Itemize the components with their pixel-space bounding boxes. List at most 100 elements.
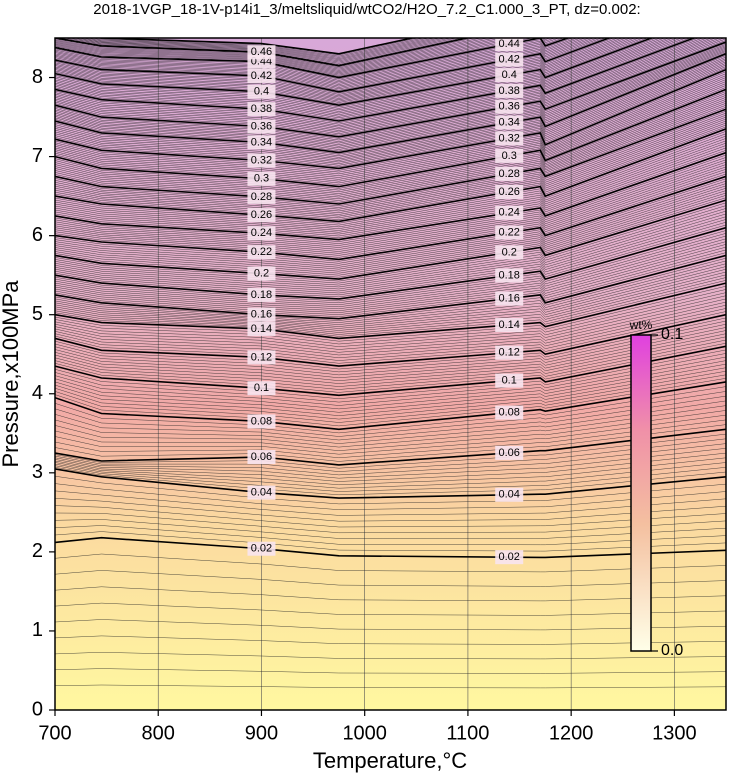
contour-label: 0.4 (502, 69, 517, 81)
minor-contour (55, 93, 726, 191)
major-contours (55, 38, 726, 559)
contour-label-box (247, 153, 276, 168)
x-tick-label: 700 (38, 722, 71, 744)
minor-contour (55, 498, 726, 522)
x-tick-label: 900 (245, 722, 278, 744)
contour-line (55, 345, 726, 397)
minor-contour (55, 356, 726, 406)
minor-contour (55, 586, 726, 602)
contour-label: 0.14 (251, 323, 272, 335)
minor-contour (55, 99, 726, 196)
contour-line (55, 108, 726, 205)
minor-contour (55, 274, 726, 333)
minor-contour (55, 295, 726, 350)
y-tick-label: 5 (32, 303, 43, 325)
contour-label-box (495, 373, 524, 388)
minor-contour (55, 45, 726, 142)
colorbar-label: wt% (629, 318, 653, 332)
contour-line (55, 151, 726, 241)
minor-contour (55, 410, 726, 451)
minor-contour (55, 192, 726, 274)
minor-contour (55, 61, 726, 161)
contour-label-box (495, 225, 524, 240)
minor-contour (55, 164, 726, 250)
minor-contour (55, 38, 475, 68)
contour-label: 0.08 (499, 407, 520, 419)
contour-label: 0.1 (254, 382, 269, 394)
minor-contour (55, 133, 726, 226)
x-tick-label: 1300 (652, 722, 697, 744)
contour-label: 0.38 (251, 103, 272, 115)
y-axis-label: Pressure,x100MPa (0, 280, 23, 468)
minor-contour (55, 38, 627, 98)
contour-line (96, 38, 416, 55)
minor-contour (55, 269, 726, 329)
minor-contour (55, 553, 726, 573)
y-tick-label: 1 (32, 619, 43, 641)
contour-line (55, 38, 697, 122)
contour-label: 0.36 (251, 120, 272, 132)
minor-contour (55, 414, 726, 455)
minor-contour (55, 38, 606, 91)
contour-label: 0.38 (499, 85, 520, 97)
minor-contour (55, 38, 586, 84)
minor-contour (55, 150, 726, 239)
minor-contour (55, 95, 726, 193)
minor-contour (55, 85, 726, 184)
contour-label: 0.08 (251, 415, 272, 427)
minor-contour (55, 107, 726, 203)
contour-label-box (495, 131, 524, 146)
contour-label-box (247, 541, 276, 556)
minor-contour (55, 668, 726, 674)
contour-label-box (495, 445, 524, 460)
minor-contour (55, 38, 678, 115)
minor-contour (55, 222, 726, 296)
minor-contour (55, 465, 726, 492)
contour-label-box (247, 135, 276, 150)
minor-contour (55, 50, 726, 149)
minor-contour (55, 483, 726, 510)
minor-contour (55, 75, 726, 175)
minor-contour (55, 157, 726, 244)
contour-label: 0.18 (499, 269, 520, 281)
minor-contour (55, 378, 726, 427)
minor-contour (55, 289, 726, 345)
minor-contour (55, 519, 726, 539)
minor-contour (55, 371, 726, 420)
minor-contour (55, 73, 726, 173)
y-tick-label: 0 (32, 698, 43, 720)
minor-contour (55, 38, 496, 71)
contour-label: 0.12 (499, 347, 520, 359)
minor-contour (55, 424, 726, 462)
minor-contour (55, 52, 726, 152)
minor-contour (55, 280, 726, 337)
x-tick-label: 800 (142, 722, 175, 744)
minor-contour (55, 298, 726, 353)
minor-contour (55, 238, 726, 308)
minor-contour (55, 277, 726, 335)
minor-contour (55, 327, 726, 379)
minor-contour (55, 79, 726, 178)
minor-contour (55, 38, 573, 80)
minor-contour (55, 38, 721, 131)
contour-label-box (495, 166, 524, 181)
minor-contour (55, 249, 726, 315)
contour-label-box (247, 245, 276, 260)
minor-contour (55, 301, 726, 356)
minor-contour (63, 38, 457, 64)
minor-contour (55, 339, 726, 390)
minor-contour (55, 462, 726, 489)
minor-contour (55, 38, 631, 99)
minor-contour (55, 38, 712, 128)
minor-contour (55, 38, 564, 77)
contour-label: 0.04 (251, 486, 272, 498)
minor-contour (55, 205, 726, 284)
contour-line (55, 38, 612, 93)
x-axis-label: Temperature,°C (313, 748, 467, 773)
contour-line (55, 38, 654, 107)
contour-line (55, 128, 726, 223)
y-tick-label: 4 (32, 382, 43, 404)
contour-label: 0.18 (251, 289, 272, 301)
contour-label-box (247, 102, 276, 117)
